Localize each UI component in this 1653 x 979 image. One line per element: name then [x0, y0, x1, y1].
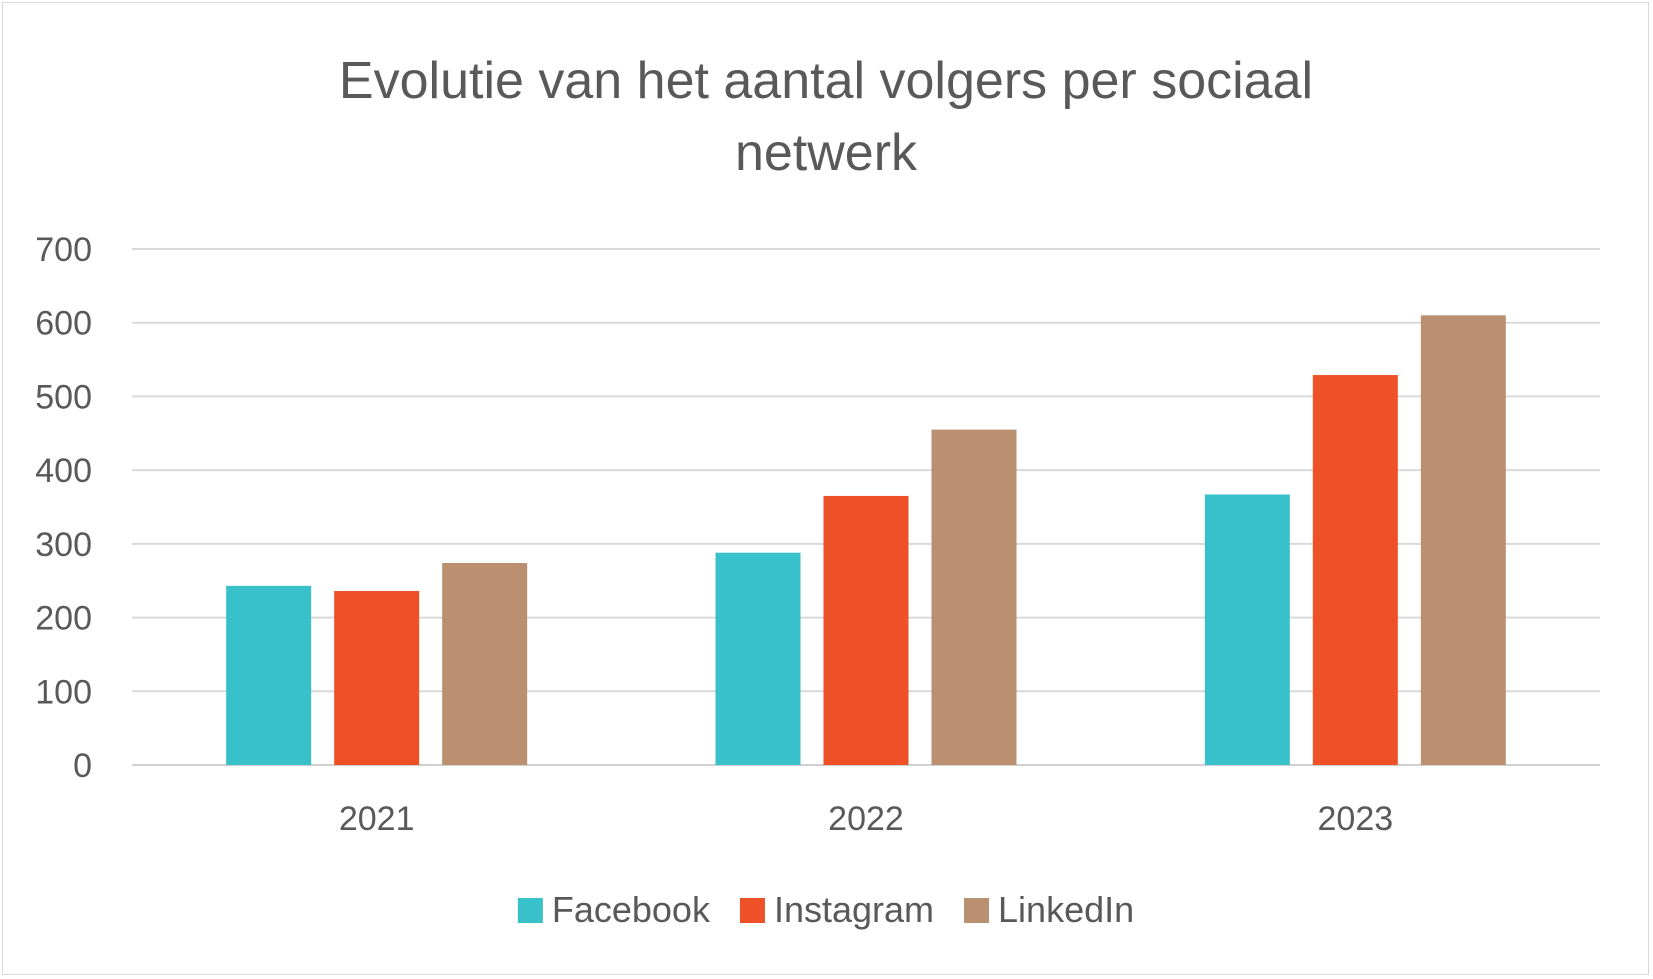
bar-instagram-2022[interactable] [823, 495, 909, 765]
x-tick-label: 2022 [828, 800, 904, 838]
bar-linkedin-2021[interactable] [442, 563, 528, 765]
bar-facebook-2021[interactable] [226, 585, 312, 765]
bar-instagram-2021[interactable] [334, 591, 420, 765]
bar-instagram-2023[interactable] [1312, 375, 1398, 765]
y-tick-label: 0 [73, 747, 92, 785]
bar-linkedin-2022[interactable] [931, 429, 1017, 765]
y-tick-label: 200 [35, 600, 92, 638]
legend-swatch-facebook [517, 898, 543, 923]
legend-label-instagram: Instagram [774, 889, 934, 930]
bars [226, 315, 1506, 765]
chart-title-line-2: netwerk [735, 124, 918, 182]
legend-label-linkedin: LinkedIn [998, 889, 1134, 930]
x-axis-tick-labels: 2021 2022 2023 [339, 800, 1393, 838]
y-tick-label: 300 [35, 526, 92, 564]
x-tick-label: 2023 [1318, 800, 1394, 838]
chart-title: Evolutie van het aantal volgers per soci… [339, 52, 1313, 182]
legend[interactable]: Facebook Instagram LinkedIn [517, 889, 1134, 930]
y-tick-label: 100 [35, 673, 92, 711]
y-tick-label: 700 [35, 231, 92, 269]
legend-swatch-linkedin [964, 898, 990, 923]
y-tick-label: 400 [35, 452, 92, 490]
bar-facebook-2023[interactable] [1204, 494, 1290, 765]
bar-linkedin-2023[interactable] [1420, 315, 1506, 765]
y-tick-label: 500 [35, 378, 92, 416]
y-axis-tick-labels: 0 100 200 300 400 500 600 700 [35, 231, 92, 785]
legend-label-facebook: Facebook [552, 889, 711, 930]
x-tick-label: 2021 [339, 800, 415, 838]
chart-title-line-1: Evolutie van het aantal volgers per soci… [339, 52, 1313, 110]
y-tick-label: 600 [35, 305, 92, 343]
legend-swatch-instagram [739, 898, 765, 923]
bar-facebook-2022[interactable] [715, 552, 801, 765]
